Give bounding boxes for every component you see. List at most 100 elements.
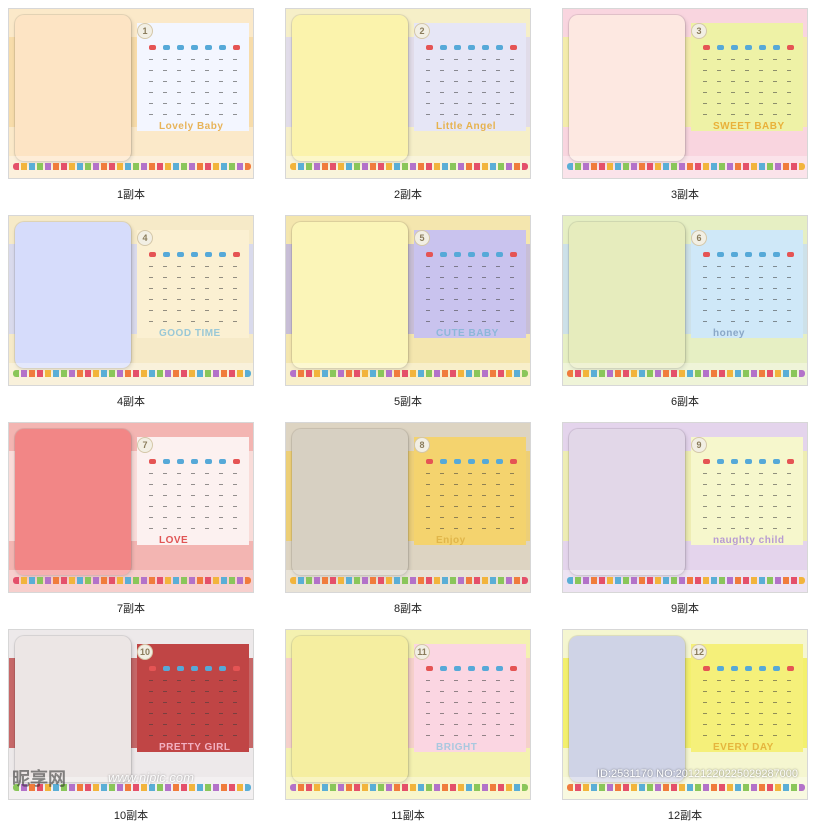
weekday-header-chip [454,252,461,257]
flower-border-icon [567,370,805,377]
thumbnail-tile[interactable]: 9 naughty child 9副本 [562,422,808,622]
calendar-date-row [149,735,245,737]
thumbnail-tile[interactable]: 5 CUTE BABY 5副本 [285,215,531,415]
thumbnail-caption[interactable]: 3副本 [670,189,700,201]
calendar-thumbnail[interactable]: 6 honey [562,215,808,386]
weekday-header-chip [787,459,794,464]
weekday-header-chip [703,666,710,671]
calendar-date-row [149,495,245,497]
calendar-panel: 6 [691,230,803,338]
calendar-date-row [426,517,522,519]
thumbnail-caption[interactable]: 11副本 [391,810,425,822]
weekday-header-chip [440,459,447,464]
calendar-thumbnail[interactable]: 11 BRIGHT [285,629,531,800]
weekday-header-chip [482,45,489,50]
calendar-thumbnail[interactable]: 5 CUTE BABY [285,215,531,386]
thumbnail-caption[interactable]: 8副本 [393,603,423,615]
weekday-header-chip [468,45,475,50]
calendar-date-row [149,81,245,83]
calendar-panel: 10 [137,644,249,752]
calendar-date-row [426,713,522,715]
calendar-date-row [426,506,522,508]
photo-frame [569,15,685,161]
weekday-header-chip [773,252,780,257]
thumbnail-caption[interactable]: 6副本 [670,396,700,408]
calendar-panel: 8 [414,437,526,545]
thumbnail-tile[interactable]: 2 Little Angel 2副本 [285,8,531,208]
weekday-header-chip [233,666,240,671]
flower-border-icon [13,577,251,584]
calendar-date-row [149,114,245,116]
thumbnail-tile[interactable]: 4 GOOD TIME 4副本 [8,215,254,415]
month-number-badge: 11 [414,644,430,660]
weekday-header-chip [759,666,766,671]
weekday-header-chip [745,252,752,257]
calendar-date-row [149,713,245,715]
calendar-thumbnail[interactable]: 7 LOVE [8,422,254,593]
calendar-thumbnail[interactable]: 8 Enjoy [285,422,531,593]
weekday-header-chip [510,459,517,464]
thumbnail-caption[interactable]: 9副本 [670,603,700,615]
calendar-date-row [703,713,799,715]
weekday-header-chip [731,252,738,257]
weekday-header-chip [496,252,503,257]
thumbnail-tile[interactable]: 11 BRIGHT 11副本 [285,629,531,829]
calendar-thumbnail[interactable]: 4 GOOD TIME [8,215,254,386]
thumbnail-caption[interactable]: 2副本 [393,189,423,201]
calendar-thumbnail[interactable]: 9 naughty child [562,422,808,593]
thumbnail-caption[interactable]: 12副本 [667,810,703,822]
calendar-panel: 3 [691,23,803,131]
month-number-badge: 6 [691,230,707,246]
weekday-header-chip [787,666,794,671]
thumbnail-tile[interactable]: 6 honey 6副本 [562,215,808,415]
month-number-badge: 7 [137,437,153,453]
calendar-date-row [149,484,245,486]
calendar-date-row [149,473,245,475]
calendar-date-row [426,114,522,116]
calendar-date-row [426,691,522,693]
calendar-date-row [426,735,522,737]
thumbnail-caption[interactable]: 5副本 [393,396,423,408]
thumbnail-tile[interactable]: 8 Enjoy 8副本 [285,422,531,622]
thumbnail-tile[interactable]: 12 EVERY DAY 12副本 [562,629,808,829]
calendar-panel: 11 [414,644,526,752]
weekday-header-chip [149,45,156,50]
calendar-date-row [149,680,245,682]
thumbnail-caption[interactable]: 7副本 [116,603,146,615]
calendar-date-row [149,277,245,279]
calendar-date-row [149,321,245,323]
thumbnail-tile[interactable]: 3 SWEET BABY 3副本 [562,8,808,208]
thumbnail-caption[interactable]: 4副本 [116,396,146,408]
weekday-header-chip [510,252,517,257]
weekday-header-chip [703,45,710,50]
decorative-word: GOOD TIME [159,328,221,339]
calendar-thumbnail[interactable]: 12 EVERY DAY [562,629,808,800]
calendar-date-row [149,724,245,726]
calendar-date-row [703,299,799,301]
calendar-thumbnail[interactable]: 1 Lovely Baby [8,8,254,179]
calendar-thumbnail[interactable]: 2 Little Angel [285,8,531,179]
weekday-header-chip [191,45,198,50]
thumbnail-tile[interactable]: 7 LOVE 7副本 [8,422,254,622]
weekday-header-chip [717,252,724,257]
flower-border-icon [290,370,528,377]
calendar-date-row [149,517,245,519]
thumbnail-caption[interactable]: 10副本 [113,810,149,822]
calendar-thumbnail[interactable]: 3 SWEET BABY [562,8,808,179]
weekday-header-chip [731,45,738,50]
thumbnail-tile[interactable]: 10 PRETTY GIRL 10副本 [8,629,254,829]
weekday-header-chip [745,45,752,50]
weekday-header-chip [440,666,447,671]
flower-border-icon [13,163,251,170]
flower-border-icon [290,784,528,791]
photo-frame [292,636,408,782]
thumbnail-caption[interactable]: 1副本 [116,189,146,201]
weekday-header-chip [191,666,198,671]
weekday-header-chip [177,459,184,464]
watermark-url: www.nipic.com [108,770,194,785]
weekday-header-chip [205,252,212,257]
weekday-header-chip [496,459,503,464]
thumbnail-tile[interactable]: 1 Lovely Baby 1副本 [8,8,254,208]
weekday-header-chip [468,666,475,671]
photo-frame [569,636,685,782]
